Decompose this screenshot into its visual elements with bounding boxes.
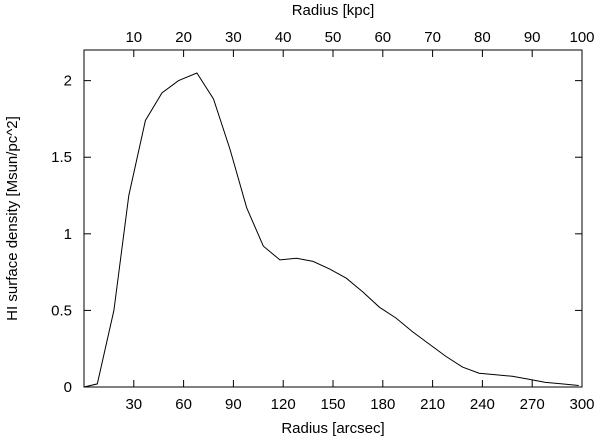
top-tick-label: 100 <box>569 29 594 46</box>
x-tick-label: 60 <box>175 396 192 413</box>
series-line <box>83 72 579 388</box>
x-axis-label: Radius [arcsec] <box>281 420 384 437</box>
x-tick-label: 210 <box>420 396 445 413</box>
top-tick-label: 80 <box>474 29 491 46</box>
top-tick-label: 30 <box>225 29 242 46</box>
x-tick-label: 120 <box>271 396 296 413</box>
x-tick-label: 30 <box>125 396 142 413</box>
x-tick-label: 300 <box>569 396 594 413</box>
x-tick-label: 150 <box>320 396 345 413</box>
x-tick-label: 240 <box>470 396 495 413</box>
y-tick-label: 1 <box>64 226 72 243</box>
top-tick-label: 20 <box>175 29 192 46</box>
y-tick-label: 2 <box>64 73 72 90</box>
y-tick-label: 0.5 <box>51 302 72 319</box>
top-tick-label: 90 <box>524 29 541 46</box>
plot-frame <box>83 49 583 388</box>
top-axis-label: Radius [kpc] <box>292 2 375 19</box>
top-tick-label: 50 <box>325 29 342 46</box>
top-axis-ticks: 10 20 30 40 50 60 70 80 90 100 <box>125 29 594 46</box>
y-tick-label: 0 <box>64 379 72 396</box>
top-tick-label: 10 <box>125 29 142 46</box>
x-tick-label: 180 <box>370 396 395 413</box>
top-tick-label: 70 <box>424 29 441 46</box>
y-axis-ticks: 0 0.5 1 1.5 2 <box>51 73 582 396</box>
x-tick-label: 90 <box>225 396 242 413</box>
y-tick-label: 1.5 <box>51 149 72 166</box>
top-tick-label: 40 <box>275 29 292 46</box>
y-axis-label: HI surface density [Msun/pc^2] <box>4 116 21 321</box>
bottom-axis-ticks: 30 60 90 120 150 180 210 240 270 300 <box>125 50 595 413</box>
x-tick-label: 270 <box>520 396 545 413</box>
top-tick-label: 60 <box>374 29 391 46</box>
